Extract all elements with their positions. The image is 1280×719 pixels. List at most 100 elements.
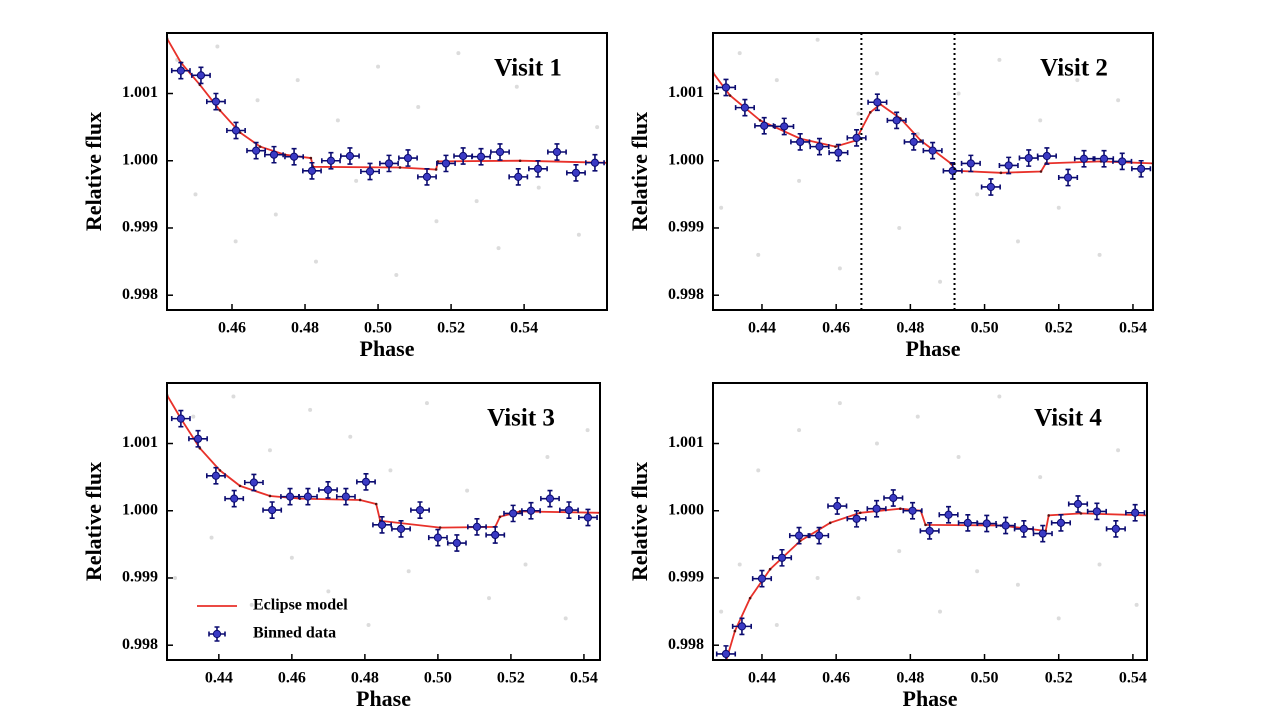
y-tick-label: 0.999 — [668, 219, 704, 236]
axes-frame — [712, 382, 1148, 661]
y-tick-label: 0.998 — [122, 286, 158, 303]
x-tick-label: 0.54 — [1119, 320, 1147, 337]
binned-point — [872, 504, 881, 513]
binned-point — [341, 492, 350, 501]
panel: 0.44 0.46 0.48 0.50 0.52 0.54 0.998 0.999 1.000 1… — [81, 382, 601, 711]
binned-point — [422, 172, 432, 181]
binned-point — [966, 159, 975, 168]
binned-point — [721, 649, 731, 659]
panel-title: Visit 3 — [487, 405, 555, 432]
binned-point — [1073, 499, 1083, 509]
y-tick-label: 0.999 — [122, 569, 158, 586]
binned-point — [794, 531, 804, 540]
y-tick-label: 0.998 — [668, 286, 704, 303]
raw-point — [388, 468, 393, 473]
model-sample — [899, 507, 902, 511]
y-axis-label: Relative flux — [81, 462, 106, 581]
model-sample — [434, 168, 438, 171]
y-tick-label: 1.000 — [668, 151, 704, 168]
binned-point — [361, 477, 371, 486]
raw-point — [313, 259, 318, 264]
raw-point — [938, 609, 943, 614]
x-tick-label: 0.50 — [971, 670, 999, 687]
binned-point — [231, 126, 241, 135]
raw-point — [326, 589, 331, 594]
raw-point — [273, 212, 278, 217]
raw-point — [487, 596, 492, 601]
raw-point — [505, 421, 510, 426]
binned-point — [1118, 157, 1127, 166]
y-axis-label: Relative flux — [627, 462, 652, 581]
binned-point — [1001, 521, 1010, 530]
binned-point — [495, 147, 505, 157]
panel-title: Visit 1 — [494, 55, 562, 82]
raw-point — [1097, 562, 1102, 567]
binned-point — [892, 116, 901, 125]
binned-point — [1004, 161, 1013, 170]
raw-point — [416, 104, 421, 109]
raw-point — [1097, 252, 1102, 257]
raw-point — [856, 596, 861, 601]
x-tick-label: 0.52 — [437, 320, 465, 337]
binned-point — [193, 434, 203, 443]
y-tick-label: 1.001 — [668, 84, 704, 101]
binned-point — [1056, 518, 1066, 527]
raw-point — [997, 394, 1002, 399]
binned-point — [285, 492, 295, 501]
raw-point — [1056, 205, 1061, 210]
binned-point — [740, 103, 750, 112]
binned-point — [908, 506, 917, 515]
model-sample — [498, 515, 502, 519]
binned-point — [176, 66, 185, 75]
binned-point — [1038, 529, 1047, 538]
x-tick-label: 0.48 — [896, 320, 924, 337]
binned-point — [1063, 173, 1073, 182]
raw-point — [474, 199, 479, 204]
binned-point — [441, 159, 451, 168]
model-sample — [218, 109, 222, 112]
model-sample — [748, 596, 752, 600]
x-tick-label: 0.50 — [364, 320, 392, 337]
x-tick-label: 0.54 — [1119, 670, 1147, 687]
model-sample — [309, 156, 313, 160]
binned-point — [491, 530, 500, 540]
y-tick-label: 1.000 — [122, 151, 158, 168]
raw-point — [719, 609, 724, 614]
y-axis-label: Relative flux — [627, 112, 652, 231]
binned-point — [757, 574, 767, 583]
binned-point — [176, 414, 185, 423]
y-tick-label: 1.000 — [122, 501, 158, 518]
binned-point — [1019, 524, 1028, 533]
raw-point — [856, 111, 861, 116]
x-tick-label: 0.50 — [424, 670, 452, 687]
binned-point — [852, 133, 861, 142]
raw-point — [975, 569, 980, 574]
x-tick-label: 0.54 — [510, 320, 538, 337]
binned-point — [852, 514, 861, 523]
binned-point — [760, 121, 769, 130]
binned-point — [833, 501, 842, 511]
model-sample — [258, 145, 262, 148]
binned-point — [269, 150, 279, 159]
binned-point — [590, 158, 600, 167]
x-tick-label: 0.54 — [570, 670, 598, 687]
binned-point — [1092, 507, 1102, 516]
y-axis-label: Relative flux — [81, 112, 106, 231]
binned-point — [552, 147, 562, 157]
raw-point — [348, 434, 353, 439]
x-tick-label: 0.46 — [822, 670, 850, 687]
binned-point — [365, 167, 375, 176]
raw-point — [797, 428, 802, 433]
binned-point — [1111, 524, 1120, 533]
binned-point — [928, 146, 937, 155]
raw-point — [523, 562, 528, 567]
raw-point — [874, 441, 879, 446]
raw-point — [406, 569, 411, 574]
binned-point — [1024, 153, 1033, 163]
raw-point — [295, 78, 300, 83]
axes-frame — [166, 32, 608, 311]
panel: 0.46 0.48 0.50 0.52 0.54 0.998 0.999 1.000 1.001… — [81, 32, 608, 361]
x-tick-label: 0.44 — [205, 670, 233, 687]
raw-point — [737, 562, 742, 567]
